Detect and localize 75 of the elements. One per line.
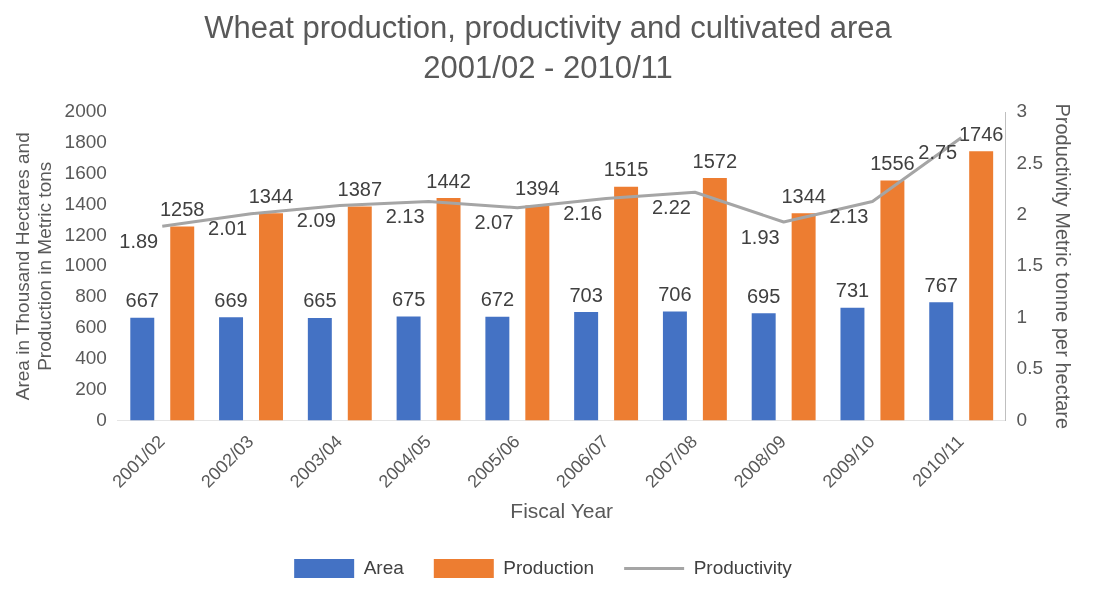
bar (751, 313, 776, 421)
y2-tick-label: 1.5 (1016, 254, 1044, 276)
data-label: 672 (480, 288, 515, 311)
y-tick-label: 1000 (64, 254, 107, 276)
y-tick-label: 1600 (64, 161, 107, 183)
data-label: 2.07 (474, 211, 514, 234)
data-label: 1515 (603, 158, 649, 181)
bar (219, 317, 244, 421)
data-label: 731 (835, 279, 870, 302)
y2-tick-label: 2 (1016, 203, 1028, 225)
data-label: 1394 (515, 177, 560, 199)
data-label: 1387 (337, 178, 383, 201)
y-tick-label: 0 (96, 408, 107, 430)
data-label: 1258 (159, 197, 205, 220)
bar (702, 178, 727, 421)
bar (436, 198, 461, 421)
data-label: 1344 (781, 184, 826, 207)
bar (170, 226, 195, 421)
data-label: 2.16 (563, 201, 603, 224)
y-tick-label: 1200 (64, 223, 107, 245)
bar (614, 186, 639, 421)
data-label: 695 (747, 284, 781, 307)
bar (525, 205, 550, 421)
y2-tick-label: 0.5 (1016, 357, 1044, 379)
bar (929, 302, 954, 421)
data-label: 1.93 (740, 225, 780, 248)
data-label: 669 (214, 288, 248, 311)
y2-axis-title: Productivity Metric tonne per hectare (1052, 103, 1075, 430)
data-label: 667 (125, 289, 159, 312)
y-tick-label: 1800 (64, 131, 107, 153)
data-label: 2.22 (651, 195, 691, 218)
bar (840, 307, 865, 421)
data-label: 1344 (248, 184, 294, 207)
data-label: 675 (391, 287, 426, 310)
data-label: 2.01 (208, 217, 248, 240)
y-tick-label: 1400 (64, 192, 107, 214)
legend-label: Productivity (693, 556, 793, 578)
bar (880, 180, 905, 421)
data-label: 703 (569, 283, 603, 306)
y-axis-title: Area in Thousand Hectares and Production in Metric tons (11, 132, 56, 401)
legend-label: Production (503, 556, 595, 578)
bar (662, 311, 687, 421)
bar (130, 317, 155, 421)
bar (485, 316, 510, 421)
data-label: 1442 (426, 169, 471, 192)
data-label: 2.13 (385, 204, 425, 227)
y-tick-label: 600 (75, 316, 107, 338)
data-label: 1572 (692, 149, 738, 172)
y-tick-label: 400 (75, 347, 107, 369)
data-label: 665 (303, 289, 337, 312)
bar (396, 316, 421, 421)
y2-tick-label: 3 (1016, 100, 1028, 122)
data-label: 1.89 (119, 229, 159, 252)
bar (259, 213, 283, 421)
chart-title: Wheat production, productivity and cultivated area 2001/02 - 2010/11 (203, 9, 893, 87)
data-label: 2.75 (918, 141, 958, 164)
bar (347, 206, 372, 421)
bar (307, 317, 332, 421)
data-label: 2.09 (296, 209, 336, 232)
data-label: 706 (658, 283, 692, 306)
data-label: 1556 (870, 152, 915, 175)
y-tick-label: 2000 (64, 100, 107, 122)
x-axis-title: Fiscal Year (510, 499, 614, 523)
y2-tick-label: 0 (1016, 408, 1028, 430)
data-label: 2.13 (829, 204, 869, 227)
y-tick-label: 800 (75, 285, 107, 307)
bar (791, 213, 816, 421)
data-label: 767 (924, 273, 958, 296)
y2-tick-label: 2.5 (1016, 151, 1044, 173)
legend-label: Area (363, 556, 405, 578)
bar (969, 151, 994, 421)
data-label: 1746 (958, 122, 1004, 145)
bar (574, 312, 599, 421)
y-tick-label: 200 (75, 377, 107, 399)
y2-tick-label: 1 (1016, 305, 1028, 327)
